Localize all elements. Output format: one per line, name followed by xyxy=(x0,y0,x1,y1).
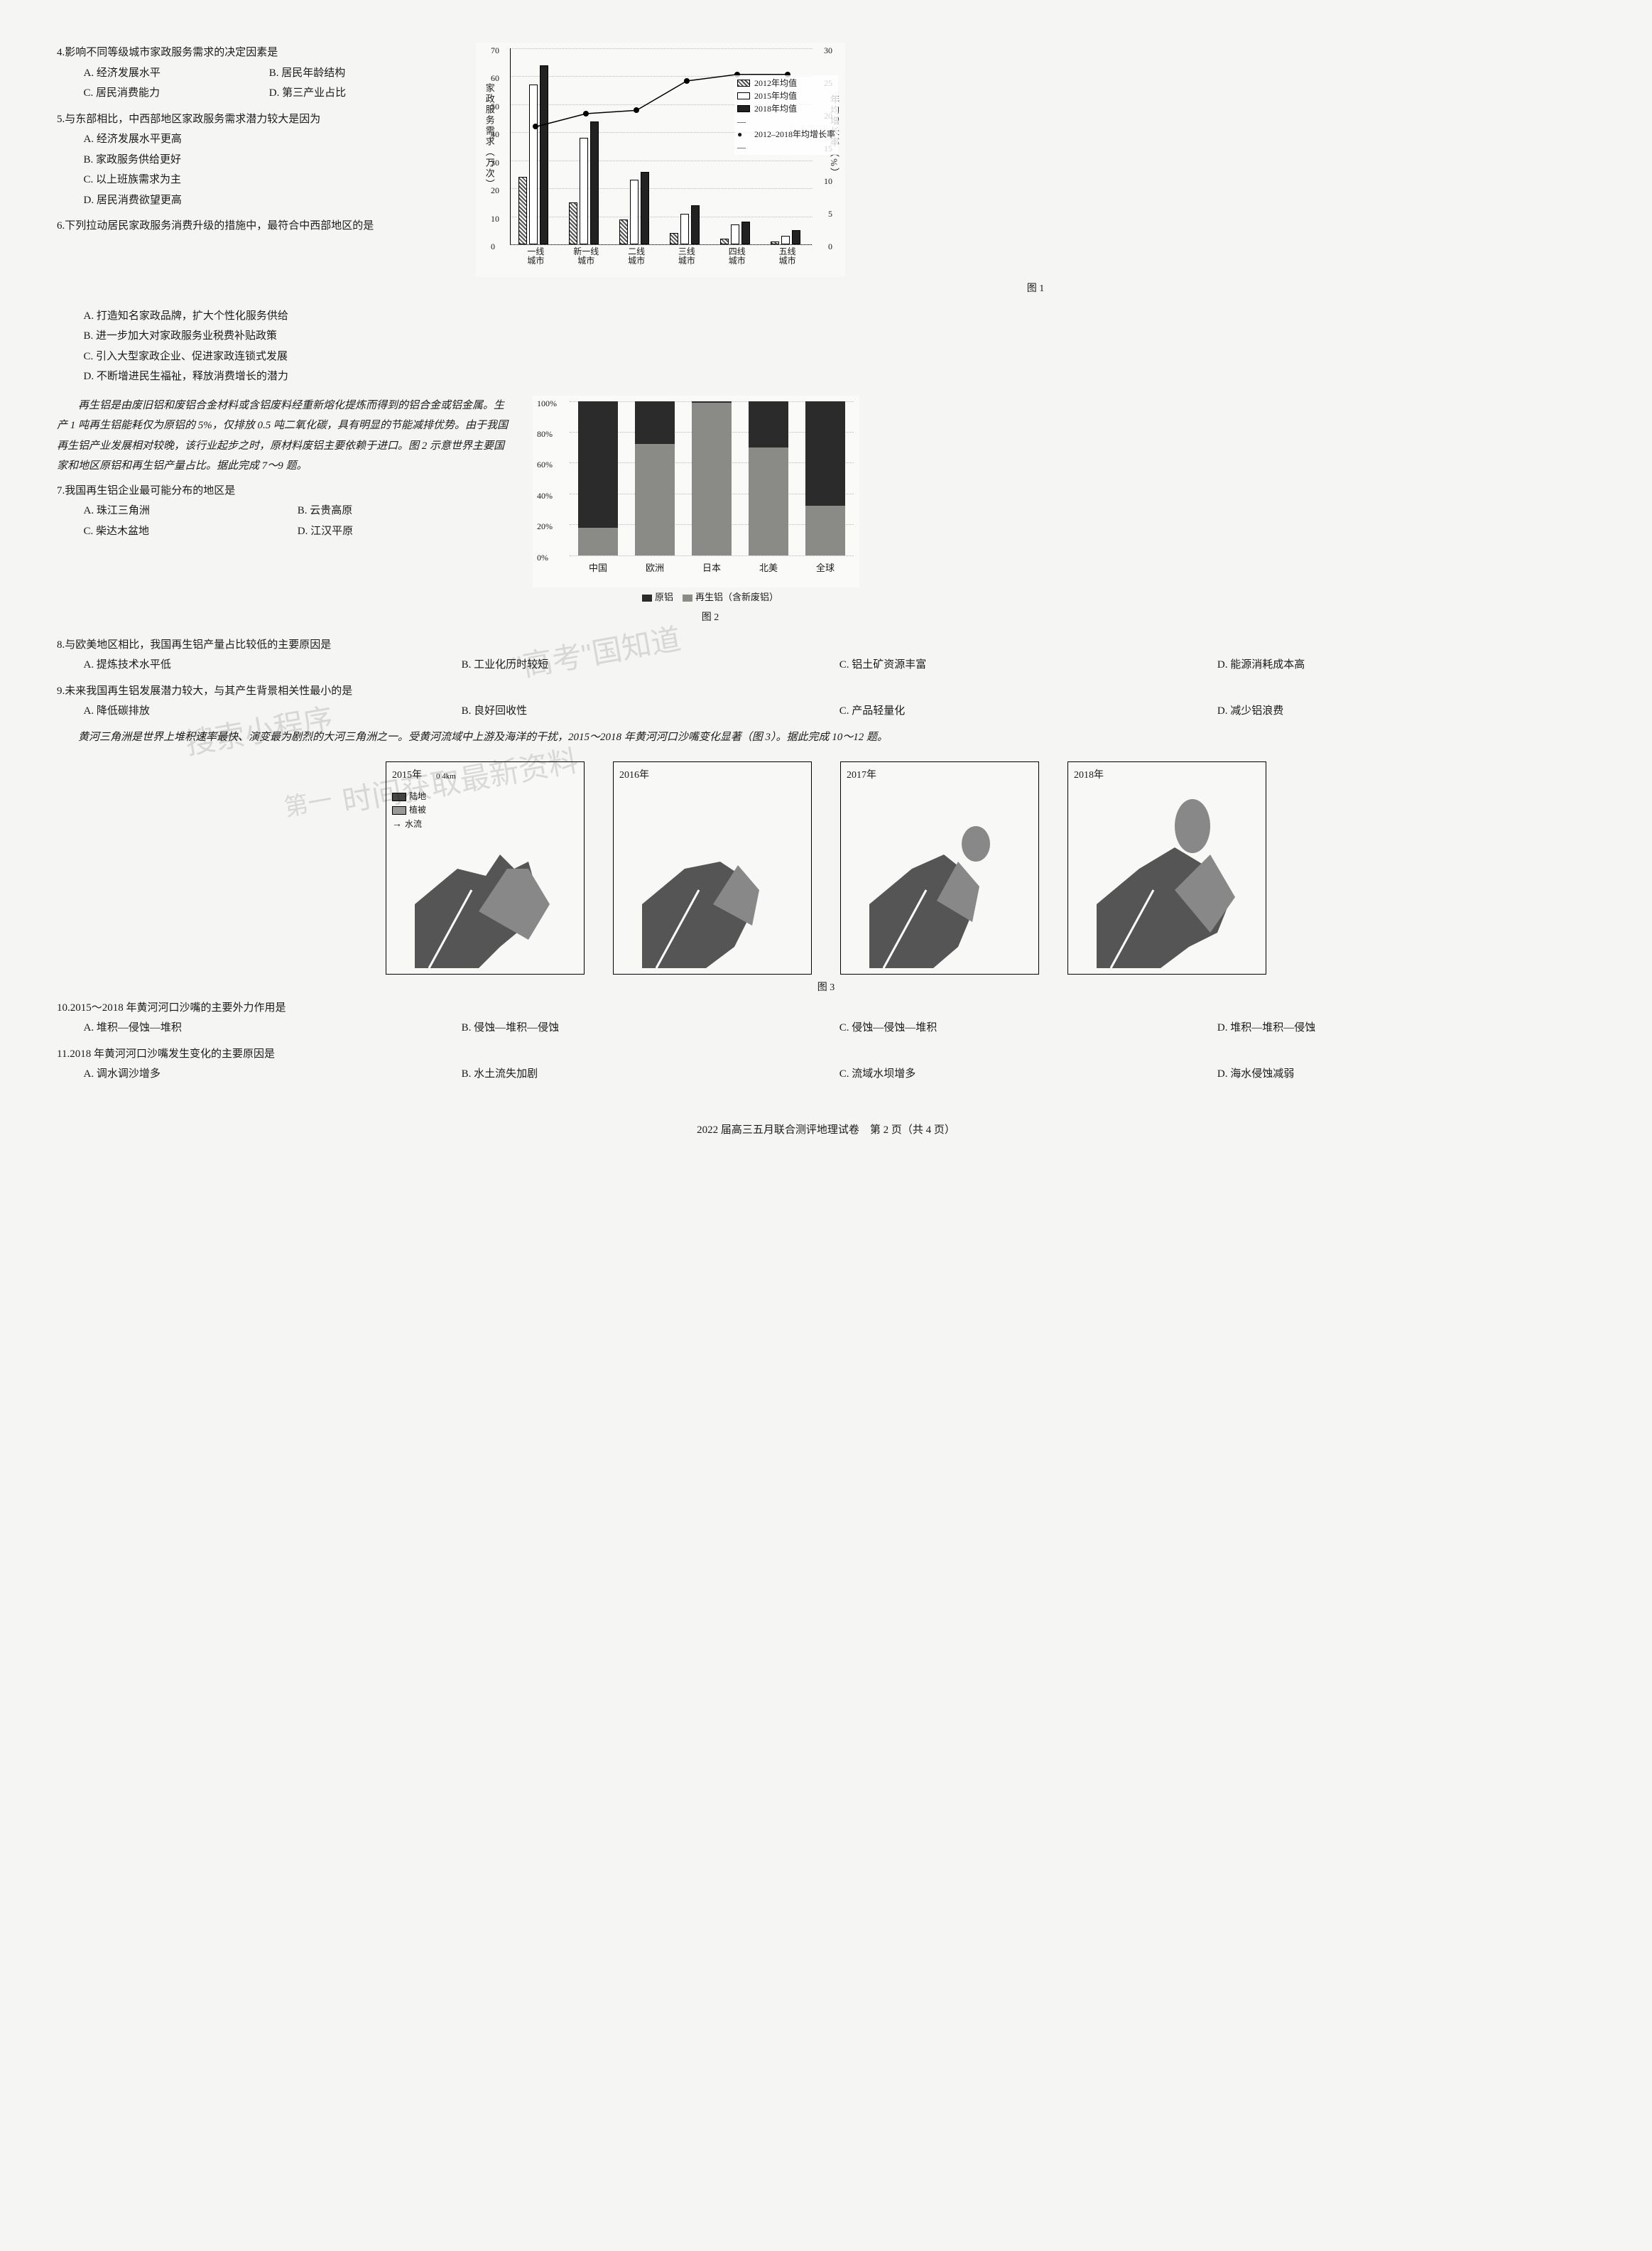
question-10: 10.2015～2018 年黄河河口沙嘴的主要外力作用是 A. 堆积—侵蚀—堆积… xyxy=(57,998,1595,1038)
q9-opt-a: A. 降低碳排放 xyxy=(84,701,462,722)
q5-opt-a: A. 经济发展水平更高 xyxy=(84,129,455,150)
question-6: 6.下列拉动居民家政服务消费升级的措施中，最符合中西部地区的是 xyxy=(57,216,455,237)
q4-text: 4. xyxy=(57,47,65,58)
q6-opt-a: A. 打造知名家政品牌，扩大个性化服务供给 xyxy=(84,306,1596,327)
chart1-legend: 2012年均值 2015年均值 2018年均值 —●—2012–2018年均增长… xyxy=(734,75,838,155)
delta-shape-icon xyxy=(1068,762,1266,975)
question-4: 4.影响不同等级城市家政服务需求的决定因素是 A. 经济发展水平 B. 居民年龄… xyxy=(57,43,455,104)
fig3-label: 图 3 xyxy=(57,979,1595,998)
map-2018: 2018年 xyxy=(1067,761,1266,975)
q4-opt-d: D. 第三产业占比 xyxy=(269,83,455,104)
q8-opt-d: D. 能源消耗成本高 xyxy=(1217,655,1595,676)
q11-opt-c: C. 流域水坝增多 xyxy=(839,1064,1217,1085)
q4-opt-b: B. 居民年龄结构 xyxy=(269,63,455,84)
q4-opt-a: A. 经济发展水平 xyxy=(84,63,269,84)
q5-opt-c: C. 以上班族需求为主 xyxy=(84,170,455,190)
q10-opt-b: B. 侵蚀—堆积—侵蚀 xyxy=(462,1018,839,1038)
map-row: 2015年 0 4km 陆地 植被 →水流 2016年 2017年 xyxy=(57,761,1595,975)
q5-opt-d: D. 居民消费欲望更高 xyxy=(84,190,455,211)
q7-opt-c: C. 柴达木盆地 xyxy=(84,521,298,542)
chart2-legend: 原铝 再生铝（含新废铝） xyxy=(533,589,888,607)
page-footer: 2022 届高三五月联合测评地理试卷 第 2 页（共 4 页） xyxy=(57,1120,1595,1141)
question-5: 5.与东部相比，中西部地区家政服务需求潜力较大是因为 A. 经济发展水平更高 B… xyxy=(57,109,455,211)
q6-opt-d: D. 不断增进民生福祉，释放消费增长的潜力 xyxy=(84,367,1596,387)
q4-opt-c: C. 居民消费能力 xyxy=(84,83,269,104)
q6-options: A. 打造知名家政品牌，扩大个性化服务供给 B. 进一步加大对家政服务业税费补贴… xyxy=(57,306,1595,387)
q9-opt-b: B. 良好回收性 xyxy=(462,701,839,722)
q11-opt-a: A. 调水调沙增多 xyxy=(84,1064,462,1085)
delta-shape-icon xyxy=(386,762,585,975)
q8-opt-c: C. 铝土矿资源丰富 xyxy=(839,655,1217,676)
fig1-label: 图 1 xyxy=(476,280,1595,299)
passage-2: 再生铝是由废旧铝和废铝合金材料或含铝废料经重新熔化提炼而得到的铝合金或铝金属。生… xyxy=(57,396,511,477)
q8-opt-a: A. 提炼技术水平低 xyxy=(84,655,462,676)
q6-opt-c: C. 引入大型家政企业、促进家政连锁式发展 xyxy=(84,347,1596,367)
q11-opt-d: D. 海水侵蚀减弱 xyxy=(1217,1064,1595,1085)
question-8: 8.与欧美地区相比，我国再生铝产量占比较低的主要原因是 A. 提炼技术水平低 B… xyxy=(57,635,1595,676)
q8-opt-b: B. 工业化历时较短 xyxy=(462,655,839,676)
q10-opt-d: D. 堆积—堆积—侵蚀 xyxy=(1217,1018,1595,1038)
delta-shape-icon xyxy=(841,762,1039,975)
question-9: 9.未来我国再生铝发展潜力较大，与其产生背景相关性最小的是 A. 降低碳排放 B… xyxy=(57,681,1595,722)
q5-opt-b: B. 家政服务供给更好 xyxy=(84,150,455,170)
q6-opt-b: B. 进一步加大对家政服务业税费补贴政策 xyxy=(84,326,1596,347)
q7-opt-b: B. 云贵高原 xyxy=(298,501,511,521)
q10-opt-c: C. 侵蚀—侵蚀—堆积 xyxy=(839,1018,1217,1038)
chart-2: 0%20%40%60%80%100%中国欧洲日本北美全球 xyxy=(533,396,859,587)
q9-opt-d: D. 减少铝浪费 xyxy=(1217,701,1595,722)
q7-opt-a: A. 珠江三角洲 xyxy=(84,501,298,521)
question-11: 11.2018 年黄河河口沙嘴发生变化的主要原因是 A. 调水调沙增多 B. 水… xyxy=(57,1044,1595,1085)
fig2-label: 图 2 xyxy=(533,609,888,628)
q10-opt-a: A. 堆积—侵蚀—堆积 xyxy=(84,1018,462,1038)
map-2015: 2015年 0 4km 陆地 植被 →水流 xyxy=(386,761,585,975)
delta-shape-icon xyxy=(614,762,812,975)
chart-1: 家政服务需求（万次） 年均增长率（%） 01020304050607005101… xyxy=(476,43,845,277)
map-2016: 2016年 xyxy=(613,761,812,975)
question-7: 7.我国再生铝企业最可能分布的地区是 A. 珠江三角洲 B. 云贵高原 C. 柴… xyxy=(57,481,511,542)
q7-opt-d: D. 江汉平原 xyxy=(298,521,511,542)
passage-3: 黄河三角洲是世界上堆积速率最快、演变最为剧烈的大河三角洲之一。受黄河流域中上游及… xyxy=(57,727,1595,748)
map-2017: 2017年 xyxy=(840,761,1039,975)
q9-opt-c: C. 产品轻量化 xyxy=(839,701,1217,722)
q11-opt-b: B. 水土流失加剧 xyxy=(462,1064,839,1085)
